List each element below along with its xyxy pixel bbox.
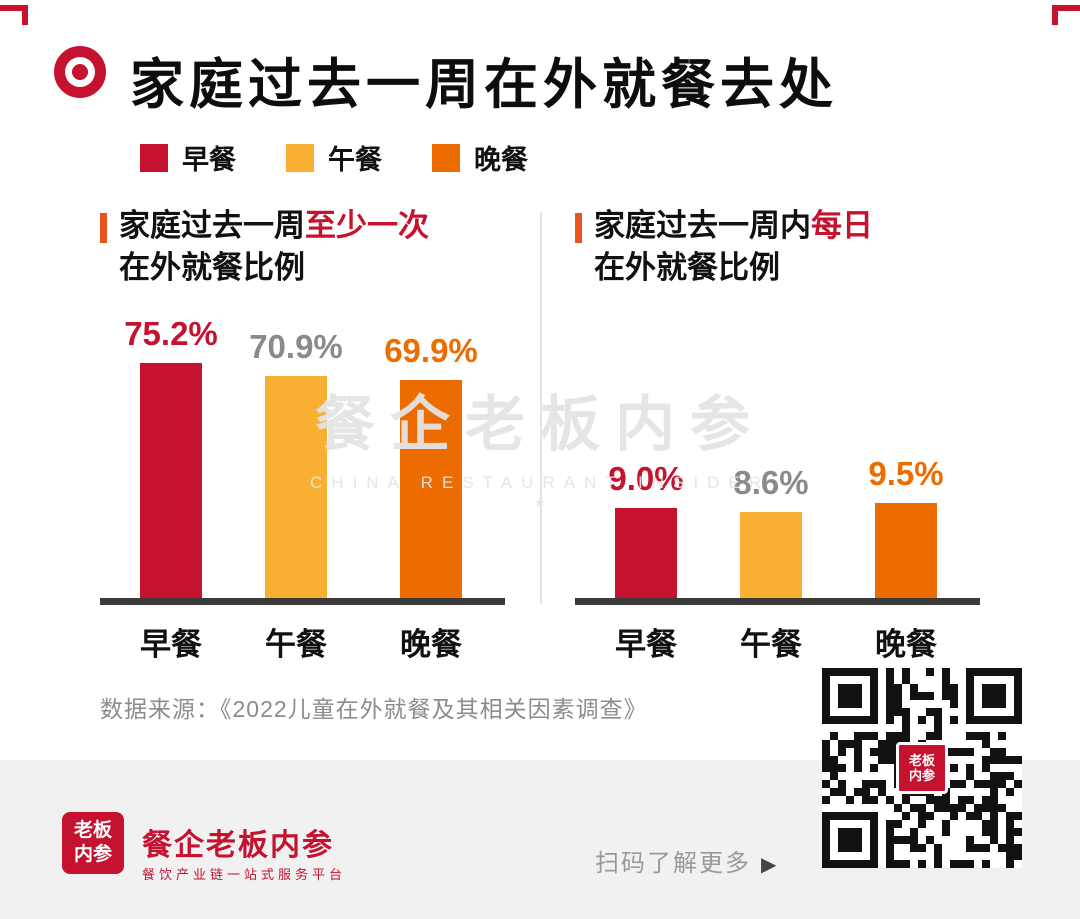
chart-subtitle-text: 家庭过去一周至少一次 在外就餐比例 <box>119 205 429 289</box>
subtitle-prefix: 家庭过去一周 <box>119 208 305 243</box>
legend-label: 午餐 <box>328 145 382 175</box>
legend-item: 早餐 <box>140 138 236 177</box>
bar-午餐 <box>265 376 327 598</box>
bullseye-icon <box>54 46 106 98</box>
legend: 早餐 午餐 晚餐 <box>140 138 528 177</box>
brand-logo-bottom: 内参 <box>73 844 112 865</box>
category-label: 午餐 <box>740 627 802 662</box>
qr-center-logo: 老板 内参 <box>896 742 948 794</box>
value-label: 69.9% <box>384 332 478 369</box>
brand-name: 餐企老板内参 <box>142 829 334 862</box>
bar-plot: 75.2% 70.9% 69.9% <box>100 315 505 598</box>
brand-tagline: 餐饮产业链一站式服务平台 <box>142 867 347 882</box>
value-label: 8.6% <box>733 464 809 501</box>
value-label: 70.9% <box>249 328 343 365</box>
category-label: 晚餐 <box>400 627 462 662</box>
bar-午餐 <box>740 512 802 598</box>
subtitle-line1: 家庭过去一周至少一次 <box>119 205 429 247</box>
bar-晚餐 <box>400 380 462 598</box>
accent-bar-icon <box>100 213 107 243</box>
legend-swatch-icon <box>432 143 460 172</box>
legend-item: 午餐 <box>286 138 382 177</box>
page-title: 家庭过去一周在外就餐去处 <box>130 55 838 115</box>
subtitle-line2: 在外就餐比例 <box>119 250 305 285</box>
bar-早餐 <box>140 363 202 598</box>
category-label: 早餐 <box>615 627 677 662</box>
subtitle-prefix: 家庭过去一周内 <box>594 208 811 243</box>
category-label: 晚餐 <box>875 627 937 662</box>
legend-label: 早餐 <box>182 145 236 175</box>
value-label: 9.5% <box>868 455 944 492</box>
chart-subtitle: 家庭过去一周至少一次 在外就餐比例 <box>100 205 505 289</box>
value-label: 75.2% <box>124 315 218 352</box>
category-labels: 早餐 午餐 晚餐 <box>575 619 980 662</box>
legend-swatch-icon <box>140 143 168 172</box>
brand-logo-top: 老板 <box>73 820 112 841</box>
data-source: 数据来源：《2022儿童在外就餐及其相关因素调查》 <box>100 696 648 722</box>
category-label: 午餐 <box>265 627 327 662</box>
qr-code: 老板 内参 <box>822 668 1022 868</box>
category-labels: 早餐 午餐 晚餐 <box>100 619 505 662</box>
accent-bar-icon <box>575 213 582 243</box>
subtitle-highlight: 每日 <box>811 208 873 243</box>
bar-plot: 9.0% 8.6% 9.5% <box>575 348 980 598</box>
legend-label: 晚餐 <box>474 145 528 175</box>
scan-hint: 扫码了解更多 ▶ <box>595 843 778 878</box>
chart-panel-daily: 家庭过去一周内每日 在外就餐比例 9.0% 8.6% 9.5% 早餐 午餐 晚餐 <box>575 205 980 685</box>
x-axis <box>100 598 505 605</box>
crop-mark-left <box>0 5 28 25</box>
scan-hint-text: 扫码了解更多 <box>595 850 751 877</box>
qr-logo-top: 老板 <box>908 753 935 768</box>
chart-subtitle: 家庭过去一周内每日 在外就餐比例 <box>575 205 980 289</box>
panel-divider <box>540 212 542 604</box>
chart-subtitle-text: 家庭过去一周内每日 在外就餐比例 <box>594 205 873 289</box>
category-label: 早餐 <box>140 627 202 662</box>
bar-早餐 <box>615 508 677 598</box>
x-axis <box>575 598 980 605</box>
legend-swatch-icon <box>286 143 314 172</box>
legend-item: 晚餐 <box>432 138 528 177</box>
subtitle-line1: 家庭过去一周内每日 <box>594 205 873 247</box>
chart-panel-at-least-once: 家庭过去一周至少一次 在外就餐比例 75.2% 70.9% 69.9% 早餐 午餐 晚餐 <box>100 205 505 685</box>
value-label: 9.0% <box>608 460 684 497</box>
brand-logo: 老板 内参 <box>62 812 124 874</box>
subtitle-line2: 在外就餐比例 <box>594 250 780 285</box>
crop-mark-right <box>1052 5 1080 25</box>
bullseye-dot-icon <box>72 64 88 80</box>
subtitle-highlight: 至少一次 <box>305 208 429 243</box>
arrow-right-icon: ▶ <box>761 854 779 876</box>
bar-晚餐 <box>875 503 937 598</box>
qr-logo-bottom: 内参 <box>908 768 935 783</box>
